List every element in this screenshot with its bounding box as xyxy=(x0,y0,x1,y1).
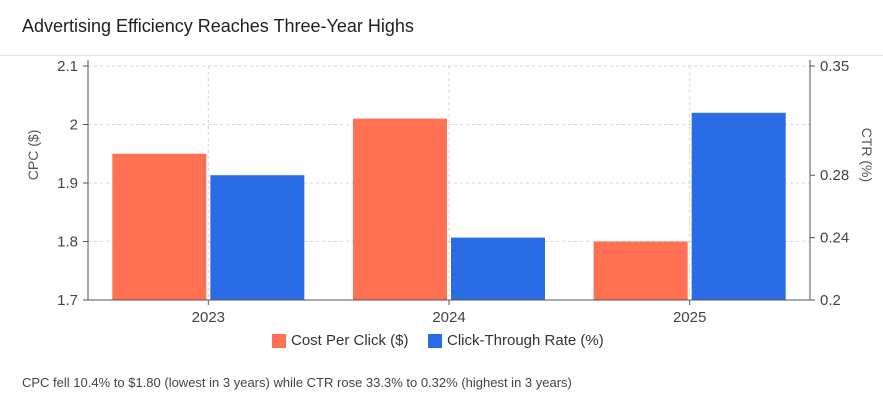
legend-label-ctr: Click-Through Rate (%) xyxy=(447,332,604,349)
bar-ctr-2024 xyxy=(451,237,545,300)
legend-swatch-ctr xyxy=(428,333,442,348)
chart-legend: Cost Per Click ($) Click-Through Rate (%… xyxy=(0,332,883,354)
y-tick-label-left: 1.9 xyxy=(57,175,78,192)
x-tick-label: 2024 xyxy=(432,309,465,326)
y-tick-label-right: 0.2 xyxy=(820,292,841,309)
legend-swatch-cpc xyxy=(272,333,286,348)
y-tick-label-left: 1.7 xyxy=(57,292,78,309)
y-tick-label-right: 0.24 xyxy=(820,230,849,247)
legend-item-ctr[interactable]: Click-Through Rate (%) xyxy=(428,332,604,349)
chart-footnote: CPC fell 10.4% to $1.80 (lowest in 3 yea… xyxy=(22,375,572,390)
y-tick-label-right: 0.28 xyxy=(820,167,849,184)
legend-item-cpc[interactable]: Cost Per Click ($) xyxy=(272,332,409,349)
card-header: Advertising Efficiency Reaches Three-Yea… xyxy=(0,0,883,56)
y-tick-label-left: 1.8 xyxy=(57,234,78,251)
bar-ctr-2023 xyxy=(210,175,305,300)
x-tick-label: 2023 xyxy=(192,309,225,326)
legend-label-cpc: Cost Per Click ($) xyxy=(291,332,409,349)
x-tick-label: 2025 xyxy=(673,309,706,326)
y-axis-title-right: CTR (%) xyxy=(859,128,875,182)
y-axis-title-left: CPC ($) xyxy=(25,130,41,181)
chart-title: Advertising Efficiency Reaches Three-Yea… xyxy=(22,16,414,36)
bar-cpc-2024 xyxy=(353,118,447,301)
bar-cpc-2025 xyxy=(593,241,688,300)
bar-chart: 1.7 1.8 1.9 2 2.1 0.2 0.24 0.28 0.35 2023 2024 2025… xyxy=(25,58,875,326)
y-tick-label-left: 2 xyxy=(70,117,78,134)
y-tick-label-right: 0.35 xyxy=(820,58,849,75)
bar-ctr-2025 xyxy=(691,112,786,300)
bar-cpc-2023 xyxy=(112,153,207,300)
y-tick-label-left: 2.1 xyxy=(57,58,78,75)
